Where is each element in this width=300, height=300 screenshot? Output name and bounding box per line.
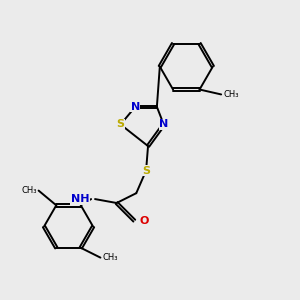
Text: CH₃: CH₃ bbox=[102, 253, 118, 262]
Text: N: N bbox=[131, 102, 140, 112]
Text: NH: NH bbox=[70, 194, 89, 204]
Text: S: S bbox=[142, 166, 150, 176]
Text: O: O bbox=[140, 216, 149, 226]
Text: N: N bbox=[159, 119, 168, 130]
Text: S: S bbox=[117, 119, 124, 130]
Text: CH₃: CH₃ bbox=[21, 186, 37, 195]
Text: CH₃: CH₃ bbox=[223, 90, 238, 99]
